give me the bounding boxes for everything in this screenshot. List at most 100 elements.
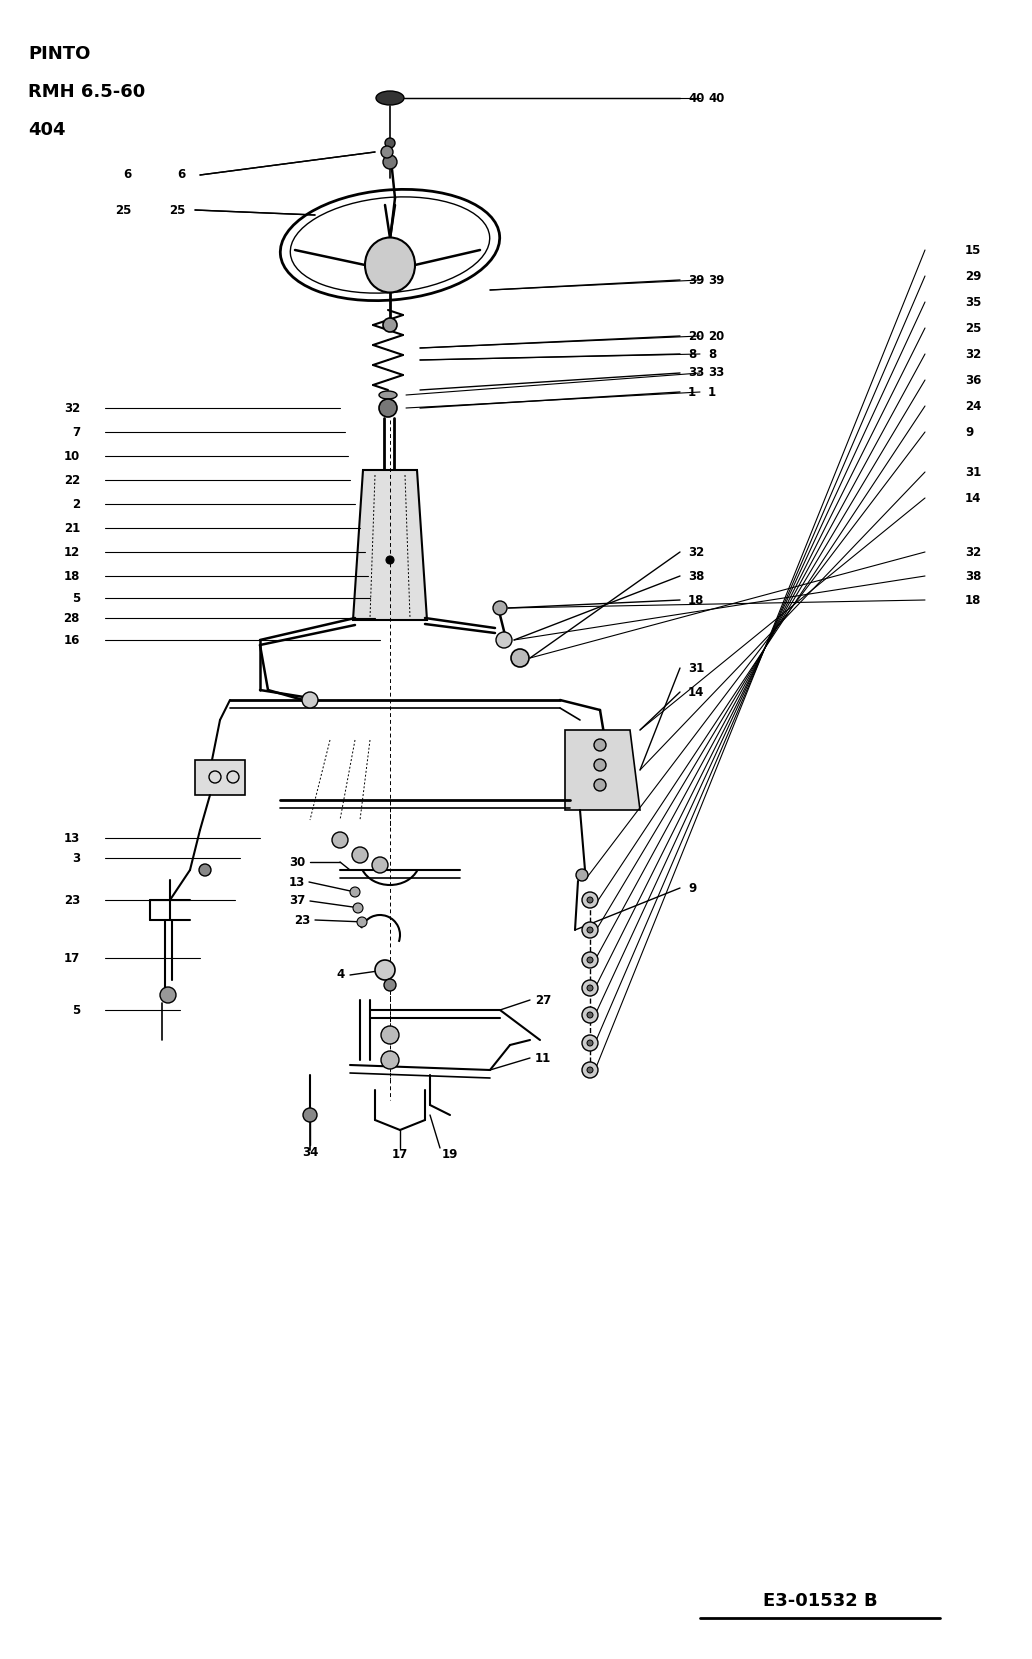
- Ellipse shape: [383, 319, 397, 332]
- Text: 5: 5: [72, 1004, 80, 1017]
- Text: 17: 17: [64, 952, 80, 964]
- Text: 8: 8: [708, 347, 716, 360]
- Text: 38: 38: [965, 569, 981, 582]
- Circle shape: [582, 980, 598, 995]
- Text: 24: 24: [965, 400, 981, 413]
- Text: 9: 9: [965, 425, 973, 438]
- Circle shape: [386, 556, 394, 564]
- Text: 13: 13: [289, 876, 305, 889]
- Circle shape: [587, 985, 593, 990]
- Circle shape: [587, 1040, 593, 1047]
- Circle shape: [381, 1025, 399, 1044]
- Text: 18: 18: [688, 594, 705, 607]
- Text: 15: 15: [965, 244, 981, 257]
- Circle shape: [381, 1052, 399, 1068]
- Text: 20: 20: [708, 330, 724, 342]
- Circle shape: [587, 898, 593, 902]
- Text: 31: 31: [965, 466, 981, 478]
- Text: 14: 14: [688, 685, 705, 698]
- Text: 8: 8: [688, 347, 697, 360]
- Circle shape: [587, 927, 593, 932]
- Text: 38: 38: [688, 569, 705, 582]
- Ellipse shape: [365, 237, 415, 292]
- Circle shape: [493, 601, 507, 615]
- Circle shape: [350, 888, 360, 898]
- Text: 25: 25: [965, 322, 981, 335]
- Text: 16: 16: [64, 634, 80, 647]
- Circle shape: [511, 649, 529, 667]
- Circle shape: [594, 780, 606, 791]
- Text: 11: 11: [535, 1052, 551, 1065]
- Circle shape: [385, 138, 395, 148]
- Circle shape: [353, 902, 363, 912]
- Text: 39: 39: [708, 274, 724, 287]
- Text: 40: 40: [708, 91, 724, 105]
- Circle shape: [332, 833, 348, 848]
- Text: 1: 1: [708, 385, 716, 398]
- Bar: [195, 760, 245, 795]
- Polygon shape: [565, 730, 640, 810]
- Text: 22: 22: [64, 473, 80, 486]
- Text: 27: 27: [535, 994, 551, 1007]
- Text: 36: 36: [965, 373, 981, 387]
- Text: 23: 23: [64, 894, 80, 906]
- Text: 29: 29: [965, 269, 981, 282]
- Text: 23: 23: [294, 914, 310, 926]
- Text: 7: 7: [72, 425, 80, 438]
- Text: 18: 18: [64, 569, 80, 582]
- Text: 18: 18: [965, 594, 981, 607]
- Circle shape: [379, 400, 397, 416]
- Text: 39: 39: [688, 274, 705, 287]
- Circle shape: [587, 1067, 593, 1073]
- Text: 5: 5: [72, 592, 80, 604]
- Circle shape: [303, 1108, 317, 1121]
- Text: 1: 1: [688, 385, 697, 398]
- Text: 28: 28: [64, 612, 80, 624]
- Circle shape: [594, 738, 606, 752]
- Circle shape: [496, 632, 512, 649]
- Circle shape: [372, 858, 388, 873]
- Text: 34: 34: [301, 1145, 318, 1158]
- Text: 2: 2: [72, 498, 80, 511]
- Circle shape: [594, 760, 606, 771]
- Text: 35: 35: [965, 295, 981, 309]
- Text: 32: 32: [965, 546, 981, 559]
- Circle shape: [582, 893, 598, 907]
- Text: 25: 25: [168, 204, 185, 217]
- Circle shape: [383, 154, 397, 169]
- Circle shape: [160, 987, 176, 1004]
- Text: 30: 30: [289, 856, 305, 869]
- Text: 20: 20: [688, 330, 704, 342]
- Circle shape: [582, 1035, 598, 1052]
- Circle shape: [302, 692, 318, 708]
- Text: 33: 33: [708, 367, 724, 380]
- Circle shape: [352, 848, 368, 863]
- Text: 14: 14: [965, 491, 981, 504]
- Circle shape: [576, 869, 588, 881]
- Text: 4: 4: [336, 969, 345, 982]
- Text: 40: 40: [688, 91, 705, 105]
- Text: 21: 21: [64, 521, 80, 534]
- Circle shape: [199, 864, 211, 876]
- Ellipse shape: [379, 392, 397, 400]
- Circle shape: [384, 979, 396, 990]
- Text: PINTO: PINTO: [28, 45, 91, 63]
- Circle shape: [582, 922, 598, 937]
- Circle shape: [381, 146, 393, 158]
- Text: 404: 404: [28, 121, 65, 139]
- Circle shape: [375, 961, 395, 980]
- Polygon shape: [353, 469, 427, 620]
- Circle shape: [582, 1062, 598, 1078]
- Circle shape: [582, 1007, 598, 1024]
- Text: 17: 17: [392, 1148, 408, 1161]
- Text: 19: 19: [442, 1148, 458, 1161]
- Text: 3: 3: [72, 851, 80, 864]
- Text: 9: 9: [688, 881, 697, 894]
- Ellipse shape: [376, 91, 404, 105]
- Circle shape: [587, 1012, 593, 1019]
- Text: 32: 32: [965, 347, 981, 360]
- Text: 31: 31: [688, 662, 704, 675]
- Text: 25: 25: [116, 204, 132, 217]
- Text: 6: 6: [124, 169, 132, 181]
- Text: 33: 33: [688, 367, 704, 380]
